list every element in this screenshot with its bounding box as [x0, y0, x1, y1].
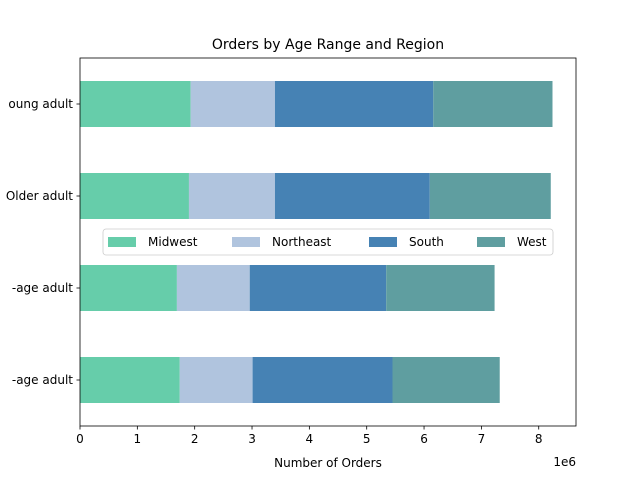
bar-northeast-0	[179, 357, 253, 403]
legend-label-south: South	[409, 235, 444, 249]
bar-south-3	[274, 81, 434, 127]
bar-south-0	[252, 357, 393, 403]
y-tick-label-2: Older adult	[6, 189, 73, 203]
bar-northeast-2	[188, 173, 275, 219]
bar-midwest-2	[80, 173, 189, 219]
legend-swatch-south	[369, 237, 397, 247]
bars-group	[80, 81, 553, 403]
y-tick-label-0: -age adult	[12, 373, 73, 387]
x-tick-label-7: 7	[478, 432, 486, 446]
axes-group: 0 1 2 3 4 5 6 7 8 -age adult -age adult Older adult…	[6, 57, 577, 446]
legend-swatch-west	[477, 237, 505, 247]
x-tick-label-1: 1	[134, 432, 142, 446]
x-axis-scale-label: 1e6	[553, 455, 576, 469]
plot-frame	[79, 57, 577, 427]
bar-south-1	[249, 265, 387, 311]
bar-west-2	[429, 173, 551, 219]
bar-west-0	[392, 357, 500, 403]
bar-south-2	[274, 173, 430, 219]
bar-west-3	[433, 81, 553, 127]
bar-midwest-1	[80, 265, 177, 311]
legend-box	[102, 228, 554, 256]
bar-west-1	[386, 265, 495, 311]
x-tick-label-5: 5	[363, 432, 371, 446]
x-tick-label-2: 2	[191, 432, 199, 446]
x-tick-label-0: 0	[76, 432, 84, 446]
bar-midwest-0	[80, 357, 180, 403]
legend-label-west: West	[517, 235, 547, 249]
legend-swatch-midwest	[108, 237, 136, 247]
legend-label-midwest: Midwest	[148, 235, 198, 249]
x-tick-label-3: 3	[248, 432, 256, 446]
bar-northeast-1	[176, 265, 250, 311]
bar-midwest-3	[80, 81, 191, 127]
chart-title: Orders by Age Range and Region	[212, 37, 444, 53]
legend-label-northeast: Northeast	[272, 235, 332, 249]
y-tick-label-1: -age adult	[12, 281, 73, 295]
x-axis-label: Number of Orders	[274, 456, 382, 470]
y-tick-label-3: oung adult	[8, 97, 73, 111]
x-tick-label-8: 8	[535, 432, 543, 446]
legend-swatch-northeast	[232, 237, 260, 247]
legend: Midwest Northeast South West	[102, 228, 554, 256]
x-tick-label-6: 6	[420, 432, 428, 446]
bar-northeast-3	[190, 81, 275, 127]
x-tick-label-4: 4	[306, 432, 314, 446]
